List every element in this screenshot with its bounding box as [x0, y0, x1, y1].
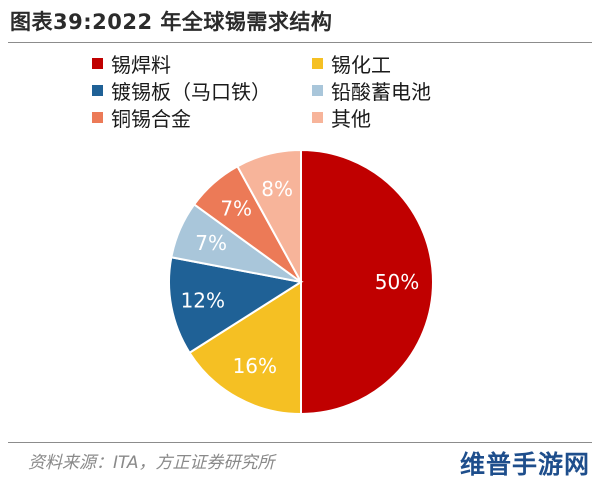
chart-title: 图表39:2022 年全球锡需求结构 — [10, 10, 333, 34]
legend-label-copper-tin-alloy: 铜锡合金 — [111, 107, 191, 131]
title-divider — [8, 42, 592, 43]
legend-label-lead-acid-battery: 铅酸蓄电池 — [331, 80, 431, 104]
legend-item-chemical: 锡化工 — [312, 50, 532, 77]
legend-swatch-lead-acid-battery — [312, 85, 323, 96]
data-label-solder: 50% — [375, 270, 419, 294]
pie-slice-tinplate — [168, 256, 304, 355]
data-label-chemical: 16% — [233, 354, 277, 378]
legend: 锡焊料 锡化工 镀锡板（马口铁） 铅酸蓄电池 铜锡合金 其他 — [92, 50, 532, 131]
legend-swatch-tinplate — [92, 85, 103, 96]
footer-divider — [8, 442, 592, 443]
data-label-other: 8% — [261, 177, 293, 201]
legend-swatch-solder — [92, 58, 103, 69]
data-label-lead-acid-battery: 7% — [195, 231, 227, 255]
data-label-tinplate: 12% — [181, 289, 225, 313]
legend-label-other: 其他 — [331, 107, 371, 131]
legend-label-tinplate: 镀锡板（马口铁） — [111, 80, 271, 104]
pie-slice-solder — [300, 148, 434, 416]
legend-label-chemical: 锡化工 — [331, 53, 391, 77]
pie-slice-other — [236, 148, 302, 283]
legend-swatch-chemical — [312, 58, 323, 69]
legend-item-tinplate: 镀锡板（马口铁） — [92, 77, 312, 104]
pie-slice-chemical — [188, 280, 302, 416]
legend-item-other: 其他 — [312, 104, 532, 131]
legend-item-solder: 锡焊料 — [92, 50, 312, 77]
legend-item-lead-acid-battery: 铅酸蓄电池 — [312, 77, 532, 104]
pie-slices — [168, 148, 434, 416]
pie-data-labels: 50% 16% 12% 7% 7% 8% — [181, 177, 420, 378]
data-label-copper-tin-alloy: 7% — [220, 197, 252, 221]
pie-chart: 50% 16% 12% 7% 7% 8% — [168, 148, 434, 416]
legend-swatch-copper-tin-alloy — [92, 112, 103, 123]
legend-item-copper-tin-alloy: 铜锡合金 — [92, 104, 312, 131]
source-note: 资料来源：ITA，方正证券研究所 — [28, 453, 275, 473]
legend-swatch-other — [312, 112, 323, 123]
watermark-text: 维普手游网 — [459, 450, 590, 479]
legend-label-solder: 锡焊料 — [111, 53, 171, 77]
